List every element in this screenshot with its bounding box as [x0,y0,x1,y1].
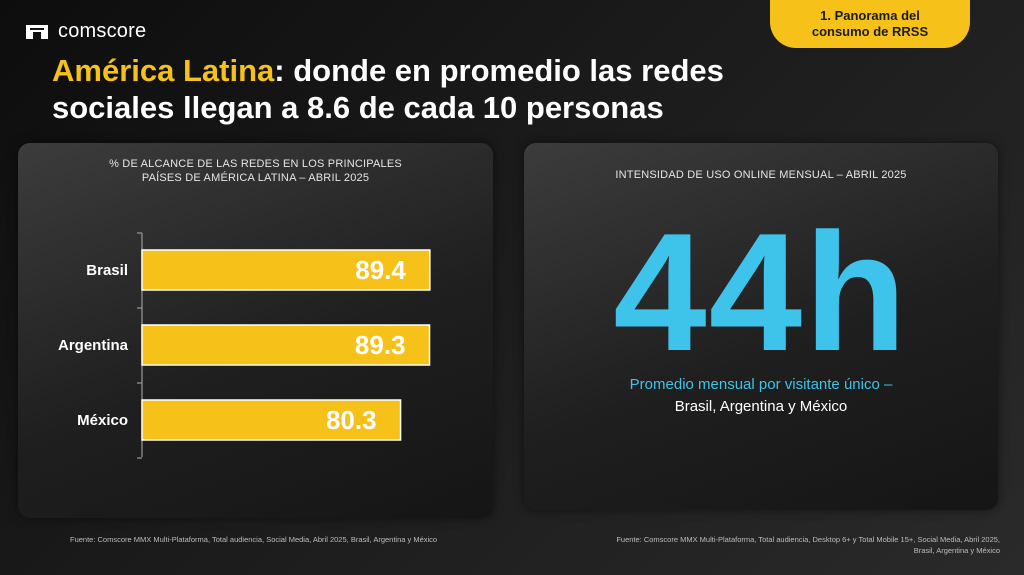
category-label: México [77,412,128,429]
usage-subtitle-line2: Brasil, Argentina y México [674,398,848,415]
source-note-left: Fuente: Comscore MMX Multi-Plataforma, T… [70,535,438,544]
comscore-logo: comscore [24,20,146,43]
usage-intensity-panel: INTENSIDAD DE USO ONLINE MENSUAL – ABRIL… [524,143,998,510]
category-label: Brasil [86,262,128,279]
usage-subtitle-line1: Promedio mensual por visitante único – [629,376,893,393]
bar-brasil [141,249,431,291]
reach-bar-chart: Brasil 89.4 Argentina 89.3 México 80.3 [58,232,431,459]
section-tag-line1: 1. Panorama del [820,8,920,23]
headline-rest: : donde en promedio las redes [274,53,724,88]
page-headline: América Latina: donde en promedio las re… [52,52,852,126]
headline-line2: sociales llegan a 8.6 de cada 10 persona… [52,90,664,125]
chart-title-line2: PAÍSES DE AMÉRICA LATINA – ABRIL 2025 [141,172,370,184]
logo-text: comscore [58,20,147,42]
bar-argentina [141,324,431,366]
headline-line1: América Latina: donde en promedio las re… [52,52,852,89]
usage-hours-value: 44h [613,198,909,386]
source-note-right-line1: Fuente: Comscore MMX Multi-Plataforma, T… [616,535,1000,544]
headline-highlight: América Latina [52,53,275,88]
chart-title: % DE ALCANCE DE LAS REDES EN LOS PRINCIP… [18,157,493,185]
source-note-right-line2: Brasil, Argentina y México [913,546,1000,555]
section-tag: 1. Panorama del consumo de RRSS [770,0,970,48]
usage-title: INTENSIDAD DE USO ONLINE MENSUAL – ABRIL… [615,169,907,181]
section-tag-line2: consumo de RRSS [811,24,929,39]
bar-value-label: 89.4 [355,255,406,285]
source-note-right: Fuente: Comscore MMX Multi-Plataforma, T… [540,534,1000,556]
bar-méxico [141,399,402,441]
chart-title-line1: % DE ALCANCE DE LAS REDES EN LOS PRINCIP… [109,158,402,170]
bar-value-label: 89.3 [355,330,406,360]
comscore-logo-icon [26,24,48,39]
reach-chart-panel: % DE ALCANCE DE LAS REDES EN LOS PRINCIP… [18,143,493,518]
category-label: Argentina [58,337,129,354]
bar-value-label: 80.3 [326,405,377,435]
